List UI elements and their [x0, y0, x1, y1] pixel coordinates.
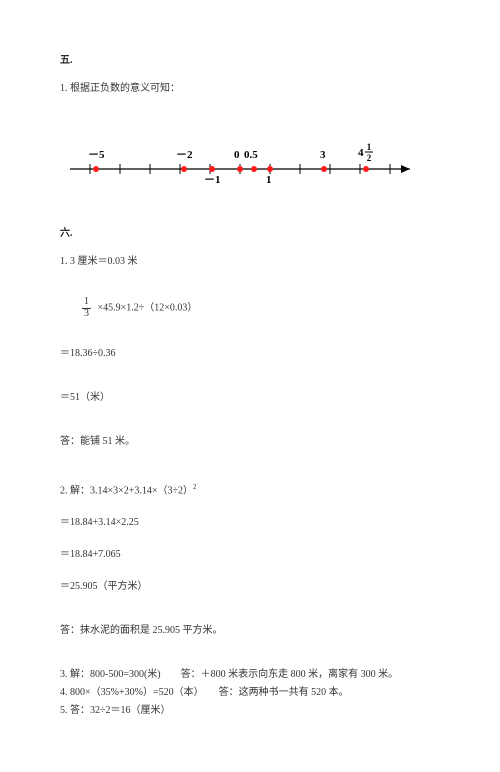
number-line-figure: －5－2－100.513412: [60, 124, 440, 203]
number-line-svg: －5－2－100.513412: [60, 124, 420, 196]
s6-q1-after-frac: ×45.9×1.2÷（12×0.03）: [95, 302, 197, 313]
s6-q2-l2: ＝18.84+3.14×2.25: [60, 514, 440, 532]
svg-text:－1: －1: [204, 174, 221, 186]
svg-text:－5: －5: [88, 149, 105, 161]
svg-text:3: 3: [320, 149, 326, 161]
svg-text:0.5: 0.5: [244, 149, 258, 161]
svg-text:1: 1: [367, 142, 372, 152]
s6-q1-ans: 答：能铺 51 米。: [60, 433, 440, 451]
s6-q2-exp: 2: [193, 483, 197, 491]
svg-text:1: 1: [266, 174, 272, 186]
s6-q5: 5. 答：32÷2＝16（厘米）: [60, 702, 440, 720]
s6-q2-l3: ＝18.84+7.065: [60, 546, 440, 564]
fraction-1-3: 1 3: [82, 297, 91, 319]
s6-q2-l4: ＝25.905（平方米）: [60, 578, 440, 596]
s6-q1-expr: 1 3 ×45.9×1.2÷（12×0.03）: [60, 297, 440, 319]
s6-q2-ans: 答：抹水泥的面积是 25.905 平方米。: [60, 622, 440, 640]
s6-q1-l1: 1. 3 厘米＝0.03 米: [60, 253, 440, 271]
svg-text:2: 2: [367, 153, 372, 163]
section-6-heading: 六.: [60, 225, 440, 243]
s6-q1-l4: ＝51（米）: [60, 389, 440, 407]
section-5-heading: 五.: [60, 52, 440, 70]
svg-text:4: 4: [358, 147, 364, 159]
svg-text:－2: －2: [176, 149, 193, 161]
s6-q1-l3: ＝18.36÷0.36: [60, 345, 440, 363]
s5-l1: 1. 根据正负数的意义可知：: [60, 80, 440, 98]
s6-q2-l1a: 2. 解：3.14×3×2+3.14×（3÷2）: [60, 485, 193, 496]
s6-q4: 4. 800×（35%+30%）=520（本） 答：这两种书一共有 520 本。: [60, 684, 440, 702]
frac-num: 1: [82, 297, 91, 309]
s6-q2-l1: 2. 解：3.14×3×2+3.14×（3÷2）2: [60, 481, 440, 500]
frac-den: 3: [82, 309, 91, 320]
svg-text:0: 0: [234, 149, 240, 161]
s6-q3: 3. 解：800-500=300(米) 答：＋800 米表示向东走 800 米，…: [60, 666, 440, 684]
